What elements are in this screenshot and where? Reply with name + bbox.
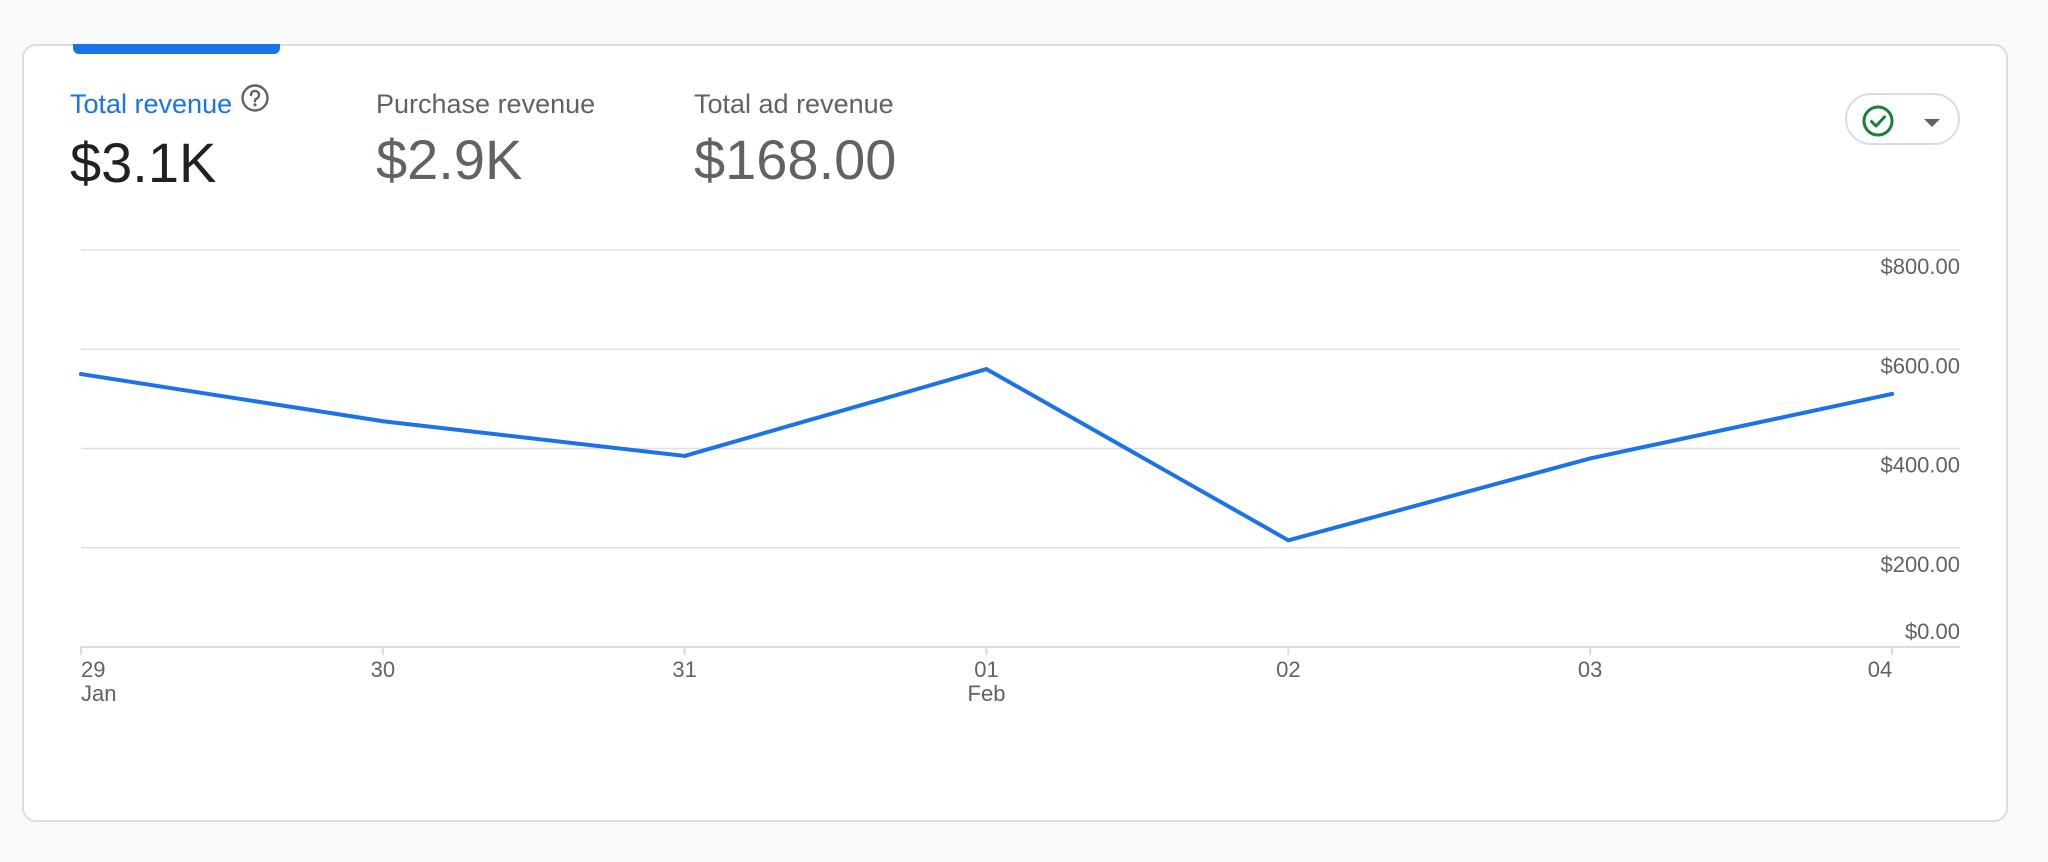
metric-value: $3.1K: [70, 131, 217, 195]
metric-value: $168.00: [694, 128, 897, 191]
metric-purchase-revenue[interactable]: Purchase revenue $2.9K: [376, 86, 595, 192]
help-circle-icon[interactable]: [240, 83, 270, 122]
revenue-card: [22, 44, 2008, 822]
check-circle-icon: [1861, 104, 1895, 143]
metric-label: Total revenue: [70, 89, 233, 119]
metric-value: $2.9K: [376, 128, 523, 191]
metric-total-ad-revenue[interactable]: Total ad revenue $168.00: [694, 86, 896, 192]
caret-down-icon: [1922, 116, 1942, 134]
selected-tab-indicator: [73, 44, 280, 54]
data-quality-dropdown-button[interactable]: [1845, 93, 1960, 145]
metric-label: Purchase revenue: [376, 89, 596, 119]
metric-label: Total ad revenue: [694, 89, 894, 119]
metric-total-revenue[interactable]: Total revenue $3.1K: [70, 83, 270, 195]
